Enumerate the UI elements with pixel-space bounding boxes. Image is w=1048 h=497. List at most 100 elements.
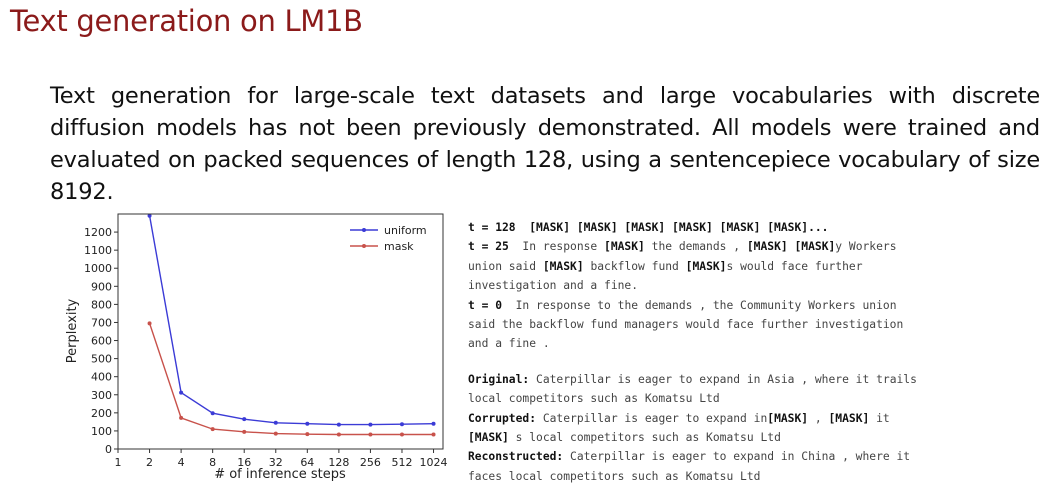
slide-title: Text generation on LM1B [10, 4, 363, 38]
spacer [468, 354, 1048, 370]
text-segment: Caterpillar is eager to expand in China … [563, 450, 911, 464]
mask-token: [MASK] [468, 431, 509, 445]
sample-t25-line-2: union said [MASK] backflow fund [MASK]s … [468, 257, 1048, 276]
y-tick-label: 300 [91, 389, 112, 402]
reconstructed-label: Reconstructed: [468, 450, 564, 464]
text-segment: y Workers [835, 240, 897, 254]
slide-paragraph: Text generation for large-scale text dat… [50, 83, 1040, 205]
text-segment: Caterpillar is eager to expand in [536, 411, 768, 425]
original-label: Original: [468, 372, 530, 386]
sample-t25-line-1: t = 25 In response [MASK] the demands , … [468, 237, 1048, 256]
data-point-mask [179, 415, 184, 420]
perplexity-chart: 0 100 200 300 400 500 600 700 800 900 1000 1100 1200… [65, 213, 448, 482]
x-tick-label: 1 [115, 456, 122, 469]
y-tick-label: 600 [91, 335, 112, 348]
sample-t128: t = 128 [MASK] [MASK] [MASK] [MASK] [MAS… [468, 218, 1048, 237]
text-segment: In response to the demands , the Communi… [502, 298, 897, 312]
x-axis-label: # of inference steps [214, 467, 346, 482]
t128-text: [MASK] [MASK] [MASK] [MASK] [MASK] [MASK… [515, 221, 829, 234]
data-point-mask [273, 431, 278, 436]
x-tick-label: 256 [360, 456, 381, 469]
text-segment: , [808, 411, 829, 425]
x-tick-label: 2 [146, 456, 153, 469]
legend-label-mask: mask [384, 240, 414, 253]
y-axis-label: Perplexity [65, 298, 80, 363]
x-tick-label: 16 [237, 456, 251, 469]
y-tick-label: 1200 [84, 226, 112, 239]
data-point-mask [399, 432, 404, 437]
data-point-mask [305, 432, 310, 437]
y-tick-label: 700 [91, 316, 112, 329]
plot-frame [117, 213, 444, 450]
samples-panel: t = 128 [MASK] [MASK] [MASK] [MASK] [MAS… [468, 218, 1048, 486]
original-line-2: local competitors such as Komatsu Ltd [468, 392, 720, 406]
series-line-uniform [148, 215, 434, 426]
data-point-uniform [399, 422, 404, 427]
mask-token: [MASK] [542, 259, 584, 273]
x-tick-label: 128 [328, 456, 349, 469]
data-point-mask [210, 427, 215, 432]
data-point-uniform [368, 422, 373, 427]
x-axis: 1 2 4 8 16 32 64 128 256 512 1024 [115, 449, 448, 469]
text-segment: it [869, 411, 890, 425]
text-segment: s would face further [726, 259, 863, 273]
sample-t0-line-3: and a fine . [468, 337, 550, 351]
x-tick-label: 4 [178, 456, 185, 469]
original-line-1: Original: Caterpillar is eager to expand… [468, 370, 1048, 389]
series-line-mask [148, 323, 434, 436]
text-segment: s local competitors such as Komatsu Ltd [508, 431, 781, 445]
data-point-mask [431, 432, 436, 437]
x-tick-label: 64 [300, 456, 314, 469]
corrupted-line-2: [MASK] s local competitors such as Komat… [468, 428, 1048, 447]
legend-marker-uniform [362, 228, 366, 232]
y-tick-label: 1000 [84, 262, 112, 275]
data-point-mask [336, 432, 341, 437]
x-tick-label: 32 [269, 456, 283, 469]
y-tick-label: 0 [105, 443, 112, 456]
t25-label: t = 25 [468, 240, 509, 254]
data-point-uniform [147, 213, 152, 218]
t128-label: t = 128 [468, 221, 516, 234]
sample-t0-line-2: said the backflow fund managers would fa… [468, 318, 904, 332]
corrupted-line-1: Corrupted: Caterpillar is eager to expan… [468, 409, 1048, 428]
data-point-uniform [305, 421, 310, 426]
x-tick-label: 8 [209, 456, 216, 469]
data-point-mask [242, 429, 247, 434]
legend: uniform mask [350, 224, 427, 253]
y-tick-label: 900 [91, 280, 112, 293]
text-segment: union said [468, 259, 543, 273]
mask-token: [MASK] [685, 259, 727, 273]
data-point-uniform [179, 390, 184, 395]
x-tick-label: 1024 [420, 456, 448, 469]
data-point-uniform [336, 422, 341, 427]
y-tick-label: 800 [91, 298, 112, 311]
sample-t25-line-3: investigation and a fine. [468, 279, 639, 293]
sample-t0-line-1: t = 0 In response to the demands , the C… [468, 296, 1048, 315]
y-tick-label: 400 [91, 371, 112, 384]
data-point-uniform [242, 417, 247, 422]
data-point-uniform [273, 420, 278, 425]
y-tick-label: 500 [91, 353, 112, 366]
reconstructed-line-1: Reconstructed: Caterpillar is eager to e… [468, 447, 1048, 466]
data-point-uniform [210, 411, 215, 416]
text-segment: Caterpillar is eager to expand in Asia ,… [529, 372, 917, 386]
x-tick-label: 512 [391, 456, 412, 469]
mask-token: [MASK] [604, 240, 645, 254]
y-tick-label: 1100 [84, 244, 112, 257]
y-axis: 0 100 200 300 400 500 600 700 800 900 1000 1100 1200 [84, 226, 118, 456]
chart-series [147, 213, 436, 437]
legend-label-uniform: uniform [384, 224, 427, 237]
mask-token: [MASK] [767, 411, 809, 425]
data-point-mask [368, 432, 373, 437]
data-point-mask [147, 321, 152, 326]
y-tick-label: 200 [91, 407, 112, 420]
text-segment: the demands , [644, 240, 747, 254]
mask-token: [MASK] [MASK] [746, 240, 836, 254]
corrupted-label: Corrupted: [468, 411, 537, 425]
text-segment: In response [508, 240, 605, 254]
y-tick-label: 100 [91, 425, 112, 438]
text-segment: backflow fund [583, 259, 686, 273]
data-point-uniform [431, 421, 436, 426]
reconstructed-line-2: faces local competitors such as Komatsu … [468, 469, 761, 483]
t0-label: t = 0 [468, 298, 503, 312]
